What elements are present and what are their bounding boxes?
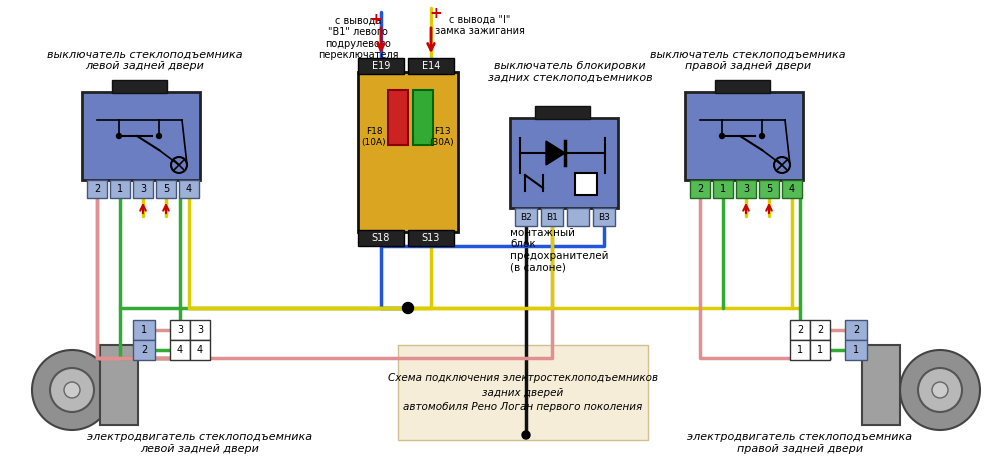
Text: 3: 3 — [743, 184, 749, 194]
Text: B3: B3 — [598, 212, 610, 221]
Bar — [535, 106, 590, 119]
Bar — [398, 345, 648, 440]
Bar — [715, 80, 770, 93]
Circle shape — [932, 382, 948, 398]
Text: 4: 4 — [789, 184, 795, 194]
Text: 2: 2 — [853, 325, 859, 335]
Text: 5: 5 — [766, 184, 772, 194]
Bar — [790, 320, 810, 340]
Bar — [782, 180, 802, 198]
Text: 2: 2 — [697, 184, 703, 194]
Bar — [388, 90, 408, 145]
Bar — [170, 320, 190, 340]
Bar — [790, 340, 810, 360]
Text: +: + — [430, 6, 442, 21]
Bar — [170, 340, 190, 360]
Bar — [358, 230, 404, 246]
Bar — [408, 58, 454, 74]
Text: 1: 1 — [117, 184, 123, 194]
Bar — [690, 180, 710, 198]
Circle shape — [522, 431, 530, 439]
Bar — [736, 180, 756, 198]
Bar — [810, 340, 830, 360]
Text: 1: 1 — [720, 184, 726, 194]
Bar — [156, 180, 176, 198]
Circle shape — [64, 382, 80, 398]
Text: 1: 1 — [797, 345, 803, 355]
Text: 1: 1 — [853, 345, 859, 355]
Text: 2: 2 — [94, 184, 100, 194]
Circle shape — [918, 368, 962, 412]
Bar — [593, 208, 615, 226]
Text: 4: 4 — [186, 184, 192, 194]
Text: 5: 5 — [163, 184, 169, 194]
Text: монтажный
блок
предохранителей
(в салоне): монтажный блок предохранителей (в салоне… — [510, 227, 608, 273]
Text: +: + — [370, 13, 382, 27]
Text: электродвигатель стеклоподъемника
левой задней двери: электродвигатель стеклоподъемника левой … — [87, 432, 313, 454]
Bar — [87, 180, 107, 198]
Circle shape — [32, 350, 112, 430]
Bar — [810, 320, 830, 340]
Polygon shape — [546, 141, 565, 165]
Circle shape — [116, 133, 122, 138]
Circle shape — [760, 133, 765, 138]
Bar — [133, 180, 153, 198]
Bar — [510, 118, 618, 208]
Text: E19: E19 — [372, 61, 390, 71]
Text: E14: E14 — [422, 61, 440, 71]
Text: 2: 2 — [141, 345, 147, 355]
Text: 1: 1 — [141, 325, 147, 335]
Text: 2: 2 — [817, 325, 823, 335]
Bar — [179, 180, 199, 198]
Text: выключатель блокировки
задних стеклоподъемников: выключатель блокировки задних стеклоподъ… — [488, 61, 652, 83]
Text: F18
(10A): F18 (10A) — [362, 127, 386, 147]
Bar — [358, 58, 404, 74]
Text: F13
(30A): F13 (30A) — [430, 127, 454, 147]
Bar — [515, 208, 537, 226]
Bar — [713, 180, 733, 198]
Bar — [190, 340, 210, 360]
Text: Схема подключения электростеклоподъемников
задних дверей
автомобиля Рено Логан п: Схема подключения электростеклоподъемник… — [388, 373, 658, 412]
Bar — [541, 208, 563, 226]
Bar — [575, 173, 597, 195]
Bar — [408, 230, 454, 246]
Bar — [100, 345, 138, 425]
Text: B2: B2 — [520, 212, 532, 221]
Text: 3: 3 — [140, 184, 146, 194]
Text: 3: 3 — [177, 325, 183, 335]
Bar — [133, 320, 155, 340]
Bar — [110, 180, 130, 198]
Bar — [862, 345, 900, 425]
Text: 4: 4 — [177, 345, 183, 355]
Bar — [112, 80, 167, 93]
Circle shape — [720, 133, 724, 138]
Text: выключатель стеклоподъемника
правой задней двери: выключатель стеклоподъемника правой задн… — [650, 49, 846, 71]
Text: 1: 1 — [817, 345, 823, 355]
Text: электродвигатель стеклоподъемника
правой задней двери: электродвигатель стеклоподъемника правой… — [687, 432, 913, 454]
Bar — [567, 208, 589, 226]
Circle shape — [402, 302, 414, 314]
Bar — [759, 180, 779, 198]
Text: 3: 3 — [197, 325, 203, 335]
Bar — [190, 320, 210, 340]
Bar — [845, 320, 867, 340]
Circle shape — [900, 350, 980, 430]
Text: 2: 2 — [797, 325, 803, 335]
Bar — [413, 90, 433, 145]
Text: 4: 4 — [197, 345, 203, 355]
Circle shape — [156, 133, 162, 138]
Text: S18: S18 — [372, 233, 390, 243]
Text: B1: B1 — [546, 212, 558, 221]
Text: с вывода
"B1" левого
подрулевого
переключателя: с вывода "B1" левого подрулевого переклю… — [318, 15, 398, 61]
Circle shape — [50, 368, 94, 412]
Text: выключатель стеклоподъемника
левой задней двери: выключатель стеклоподъемника левой задне… — [47, 49, 243, 71]
Text: S13: S13 — [422, 233, 440, 243]
Bar — [845, 340, 867, 360]
Bar — [358, 72, 458, 232]
Text: с вывода "I"
замка зажигания: с вывода "I" замка зажигания — [435, 14, 525, 36]
Bar — [133, 340, 155, 360]
Bar — [82, 92, 200, 180]
Bar — [685, 92, 803, 180]
